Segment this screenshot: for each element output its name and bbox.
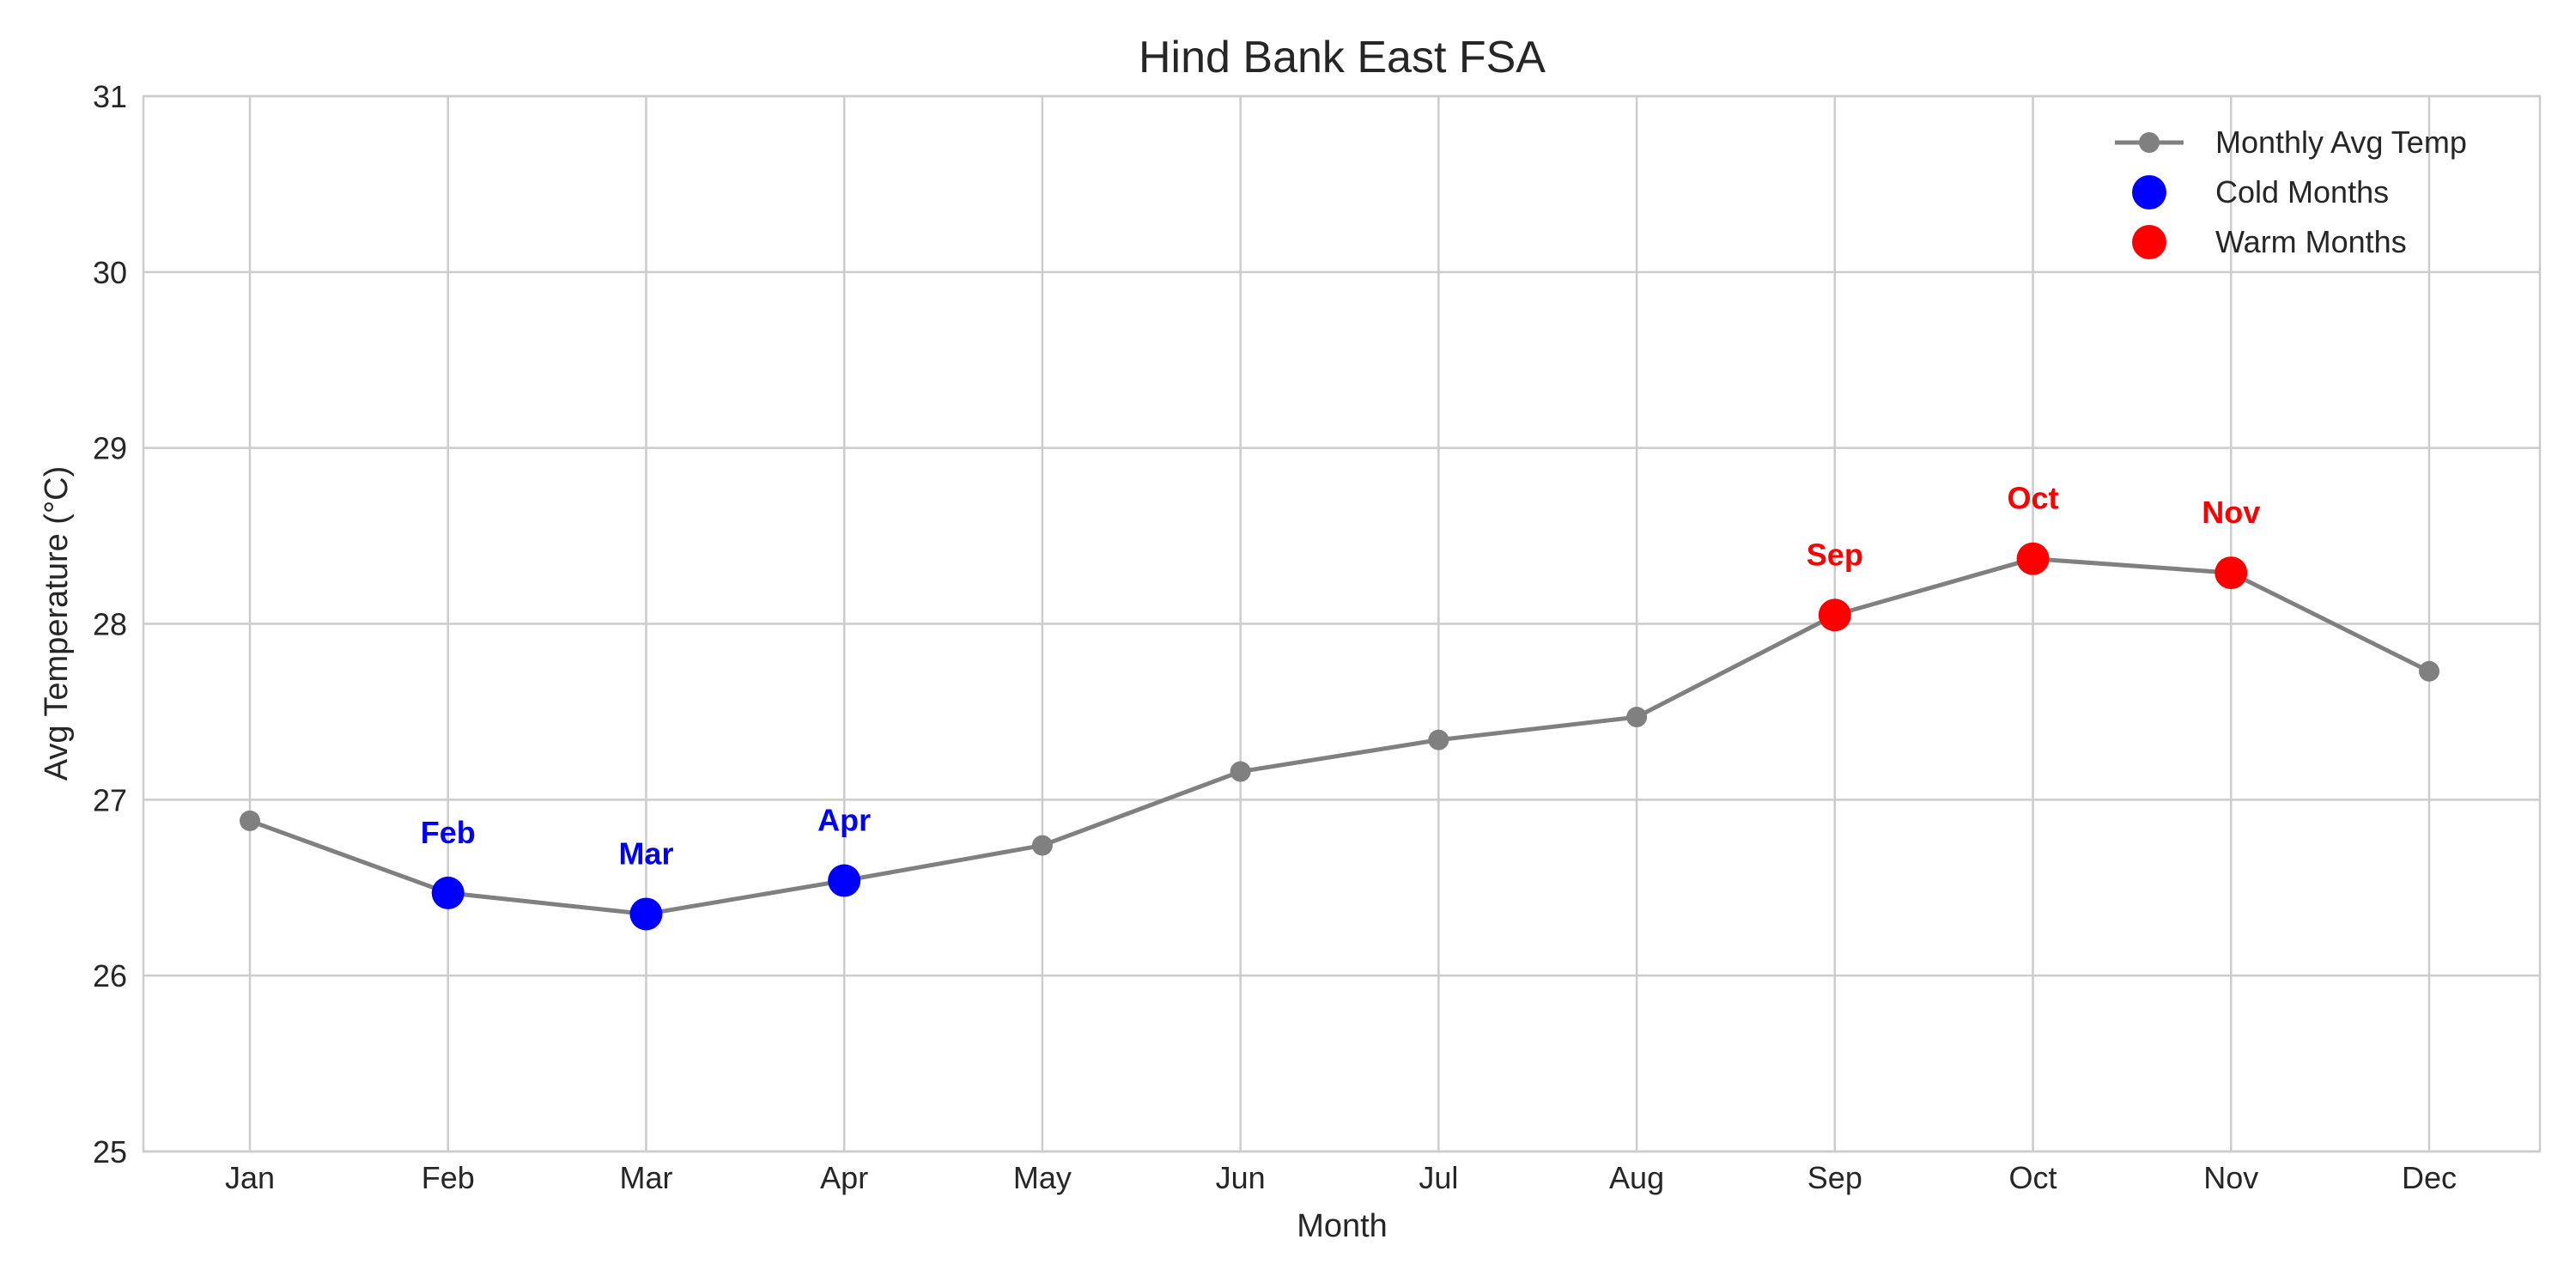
y-tick-label: 29 — [93, 431, 127, 466]
data-point — [1031, 835, 1053, 856]
annotations: Feb Mar Apr Sep Oct Nov — [421, 481, 2261, 872]
x-tick-label: Dec — [2402, 1160, 2457, 1195]
x-tick-label: Nov — [2203, 1160, 2258, 1195]
x-axis: Jan Feb Mar Apr May Jun Jul Aug Sep Oct Nov Dec — [225, 1160, 2457, 1195]
point-annotation: Oct — [2008, 481, 2059, 516]
data-point — [1626, 707, 1648, 728]
legend-label: Warm Months — [2215, 224, 2407, 259]
x-tick-label: Apr — [820, 1160, 868, 1195]
highlight-point — [2215, 556, 2248, 590]
point-annotation: Mar — [618, 835, 673, 871]
chart-title: Hind Bank East FSA — [1139, 33, 1546, 82]
y-tick-label: 30 — [93, 255, 127, 290]
data-point — [1428, 729, 1449, 750]
x-tick-label: Mar — [619, 1160, 672, 1195]
highlight-point — [629, 897, 663, 931]
point-annotation: Feb — [421, 815, 476, 850]
y-axis-label: Avg Temperature (°C) — [39, 466, 75, 781]
x-tick-label: Jul — [1419, 1160, 1458, 1195]
y-tick-label: 28 — [93, 607, 127, 642]
legend: Monthly Avg Temp Cold Months Warm Months — [2115, 125, 2467, 259]
point-annotation: Apr — [817, 803, 871, 838]
x-tick-label: Sep — [1807, 1160, 1862, 1195]
highlight-point — [431, 876, 465, 909]
y-tick-label: 25 — [93, 1134, 127, 1170]
point-annotation: Sep — [1807, 537, 1863, 572]
y-tick-label: 31 — [93, 79, 127, 114]
plot-frame — [142, 94, 2542, 1153]
highlight-point — [828, 864, 861, 897]
x-tick-label: Aug — [1609, 1160, 1664, 1195]
x-tick-label: May — [1013, 1160, 1072, 1195]
x-tick-label: Jun — [1216, 1160, 1266, 1195]
highlight-points — [431, 542, 2248, 931]
highlight-point — [1818, 598, 1851, 632]
legend-marker — [2132, 225, 2166, 259]
grid — [143, 94, 2540, 1153]
x-axis-label: Month — [1297, 1208, 1388, 1244]
x-tick-label: Jan — [225, 1160, 275, 1195]
y-tick-label: 27 — [93, 782, 127, 817]
series-line-group — [249, 556, 2431, 916]
legend-label: Monthly Avg Temp — [2215, 125, 2467, 160]
legend-marker — [2132, 175, 2166, 210]
y-tick-label: 26 — [93, 958, 127, 993]
legend-label: Cold Months — [2215, 174, 2389, 210]
data-point — [2419, 660, 2439, 682]
y-axis: 25 26 27 28 29 30 31 — [93, 79, 127, 1170]
x-tick-label: Feb — [422, 1160, 475, 1195]
x-tick-label: Oct — [2009, 1160, 2057, 1195]
series-line — [249, 556, 2431, 916]
data-point — [240, 810, 260, 831]
legend-marker — [2139, 132, 2160, 153]
highlight-point — [2016, 542, 2050, 575]
point-annotation: Nov — [2202, 495, 2260, 530]
data-point — [1230, 761, 1251, 782]
